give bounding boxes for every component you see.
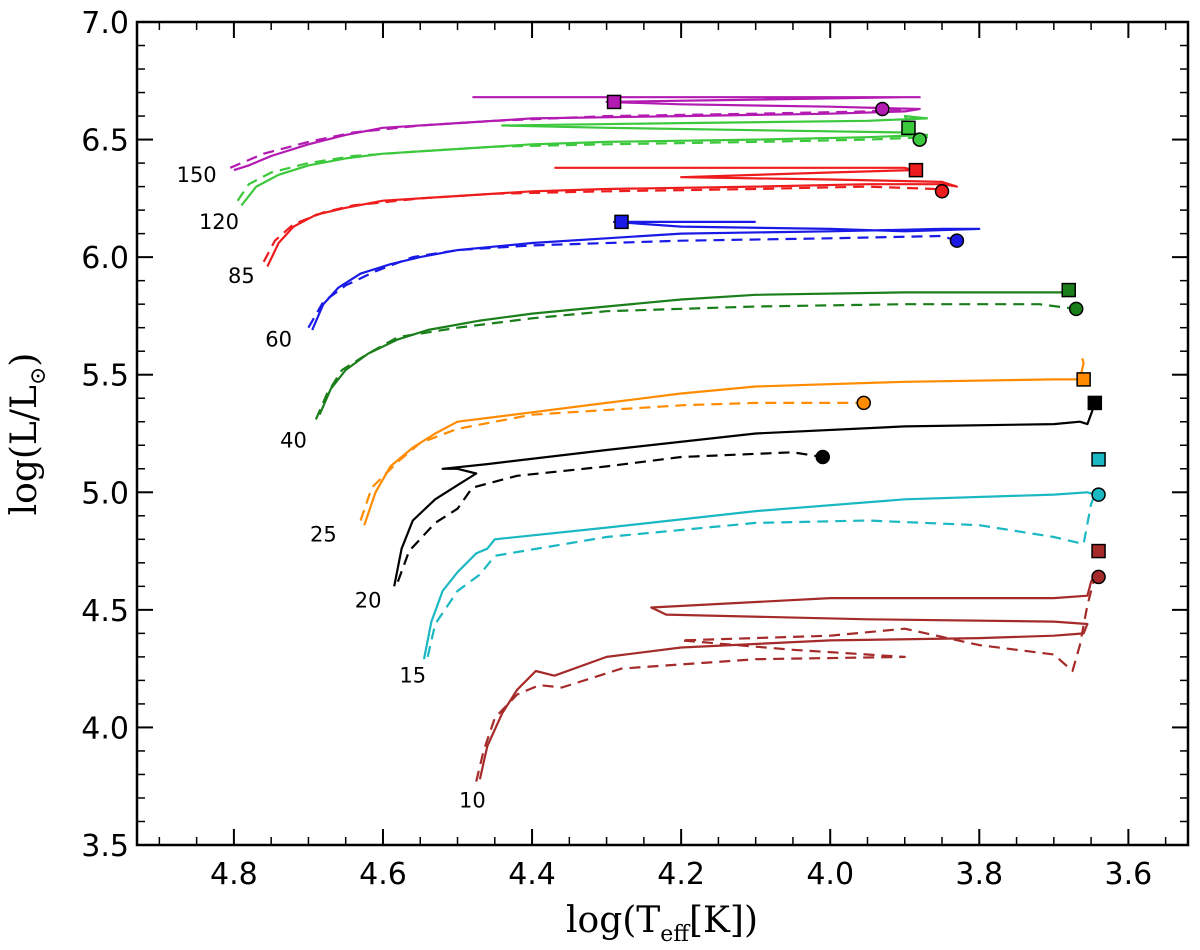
- y-tick-labels: 3.5 4.0 4.5 5.0 5.5 6.0 6.5 7.0: [81, 6, 129, 864]
- end-square-85: [908, 162, 924, 178]
- track-85-dashed: [262, 185, 943, 263]
- mass-label-40: 40: [280, 429, 307, 453]
- end-circle-120: [912, 132, 927, 147]
- y-tick-label: 5.5: [81, 359, 129, 394]
- track-25-dashed: [359, 401, 860, 521]
- mass-label-120: 120: [199, 210, 239, 234]
- end-square-60: [614, 214, 629, 230]
- x-tick-label: 3.6: [1105, 857, 1153, 892]
- track-40-solid: [318, 289, 1070, 416]
- end-circle-85: [934, 184, 950, 199]
- end-circle-150: [875, 101, 890, 117]
- x-tick-label: 4.8: [210, 857, 258, 892]
- y-tick-label: 7.0: [81, 6, 129, 41]
- x-tick-label: 4.2: [657, 857, 705, 892]
- end-circle-10: [1091, 569, 1106, 585]
- track-120-solid: [240, 115, 929, 207]
- end-circle-20: [815, 449, 831, 465]
- end-square-25: [1076, 372, 1091, 387]
- y-tick-label: 4.0: [81, 711, 129, 746]
- mass-label-15: 15: [399, 664, 426, 688]
- x-tick-label: 4.0: [806, 857, 854, 892]
- y-axis-title: log(L/L⊙): [4, 353, 51, 516]
- y-tick-label: 6.5: [81, 124, 129, 159]
- end-square-150: [606, 94, 622, 110]
- end-square-10: [1091, 543, 1106, 559]
- track-150-dashed: [229, 107, 905, 169]
- end-square-120: [901, 120, 916, 136]
- track-15-dashed: [426, 494, 1096, 658]
- track-150-solid: [233, 96, 921, 172]
- track-25-solid: [363, 357, 1085, 526]
- end-circle-40: [1068, 301, 1084, 317]
- y-tick-label: 6.0: [81, 241, 129, 276]
- track-15-solid: [422, 491, 1096, 660]
- mass-label-25: 25: [310, 523, 337, 547]
- y-tick-label: 3.5: [81, 829, 129, 864]
- track-10-solid: [478, 574, 1096, 780]
- y-tick-label: 5.0: [81, 476, 129, 511]
- track-10-dashed: [475, 576, 1096, 782]
- evolutionary-tracks: [229, 96, 1096, 782]
- endpoint-markers: [606, 94, 1106, 585]
- x-tick-labels: 4.8 4.6 4.4 4.2 4.0 3.8 3.6: [210, 857, 1152, 892]
- x-tick-label: 4.4: [508, 857, 556, 892]
- end-square-40: [1061, 282, 1076, 298]
- mass-labels: 10 15 20 25 40 60 85 120 150: [177, 163, 486, 812]
- x-tick-label: 4.6: [359, 857, 407, 892]
- end-square-15: [1091, 452, 1106, 467]
- track-20-dashed: [396, 451, 823, 582]
- end-circle-15: [1091, 487, 1106, 502]
- mass-label-150: 150: [177, 163, 217, 187]
- axis-ticks: [137, 21, 1188, 846]
- y-tick-label: 4.5: [81, 594, 129, 629]
- track-40-dashed: [314, 303, 1077, 420]
- track-60-solid: [311, 220, 981, 331]
- mass-label-10: 10: [459, 788, 486, 812]
- x-axis-title: log(Teff[K]): [566, 900, 758, 947]
- mass-label-20: 20: [355, 588, 382, 612]
- track-20-solid: [393, 409, 1094, 587]
- end-square-20: [1087, 395, 1103, 411]
- track-85-solid: [266, 166, 958, 267]
- track-60-dashed: [307, 234, 958, 329]
- plot-frame: [135, 20, 1190, 847]
- end-circle-25: [856, 395, 872, 411]
- end-circle-60: [949, 233, 965, 248]
- mass-label-85: 85: [228, 264, 255, 288]
- x-tick-label: 3.8: [955, 857, 1003, 892]
- mass-label-60: 60: [265, 327, 292, 351]
